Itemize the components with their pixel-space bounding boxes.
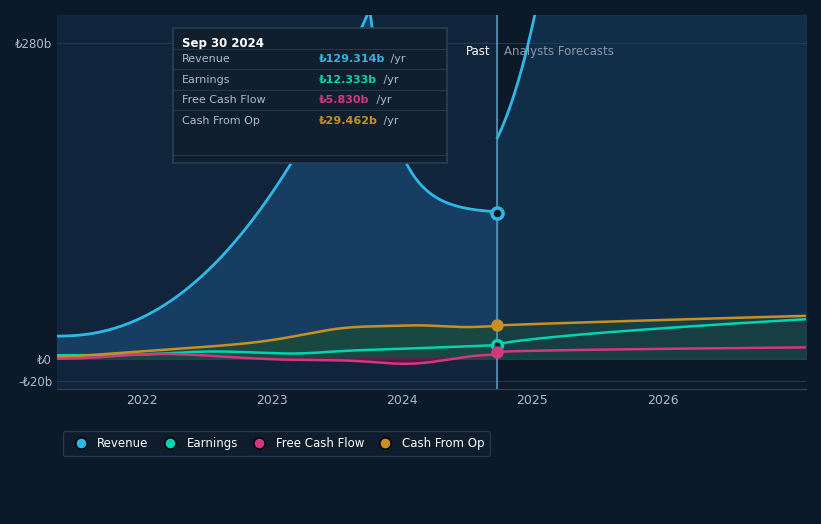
Text: Past: Past <box>466 46 491 58</box>
Text: Sep 30 2024: Sep 30 2024 <box>182 37 264 50</box>
Text: /yr: /yr <box>380 75 398 85</box>
Text: ₺12.333b: ₺12.333b <box>319 75 378 85</box>
Text: Earnings: Earnings <box>182 75 231 85</box>
Text: Free Cash Flow: Free Cash Flow <box>182 95 266 105</box>
FancyBboxPatch shape <box>173 28 447 163</box>
Text: /yr: /yr <box>387 54 406 64</box>
Text: /yr: /yr <box>373 95 392 105</box>
Text: Analysts Forecasts: Analysts Forecasts <box>504 46 614 58</box>
Bar <box>57 15 498 389</box>
Text: ₺29.462b: ₺29.462b <box>319 116 378 126</box>
Text: Revenue: Revenue <box>182 54 231 64</box>
Text: Cash From Op: Cash From Op <box>182 116 260 126</box>
Text: ₺129.314b: ₺129.314b <box>319 54 386 64</box>
Text: ₺5.830b: ₺5.830b <box>319 95 369 105</box>
Legend: Revenue, Earnings, Free Cash Flow, Cash From Op: Revenue, Earnings, Free Cash Flow, Cash … <box>63 431 490 456</box>
Text: /yr: /yr <box>380 116 398 126</box>
